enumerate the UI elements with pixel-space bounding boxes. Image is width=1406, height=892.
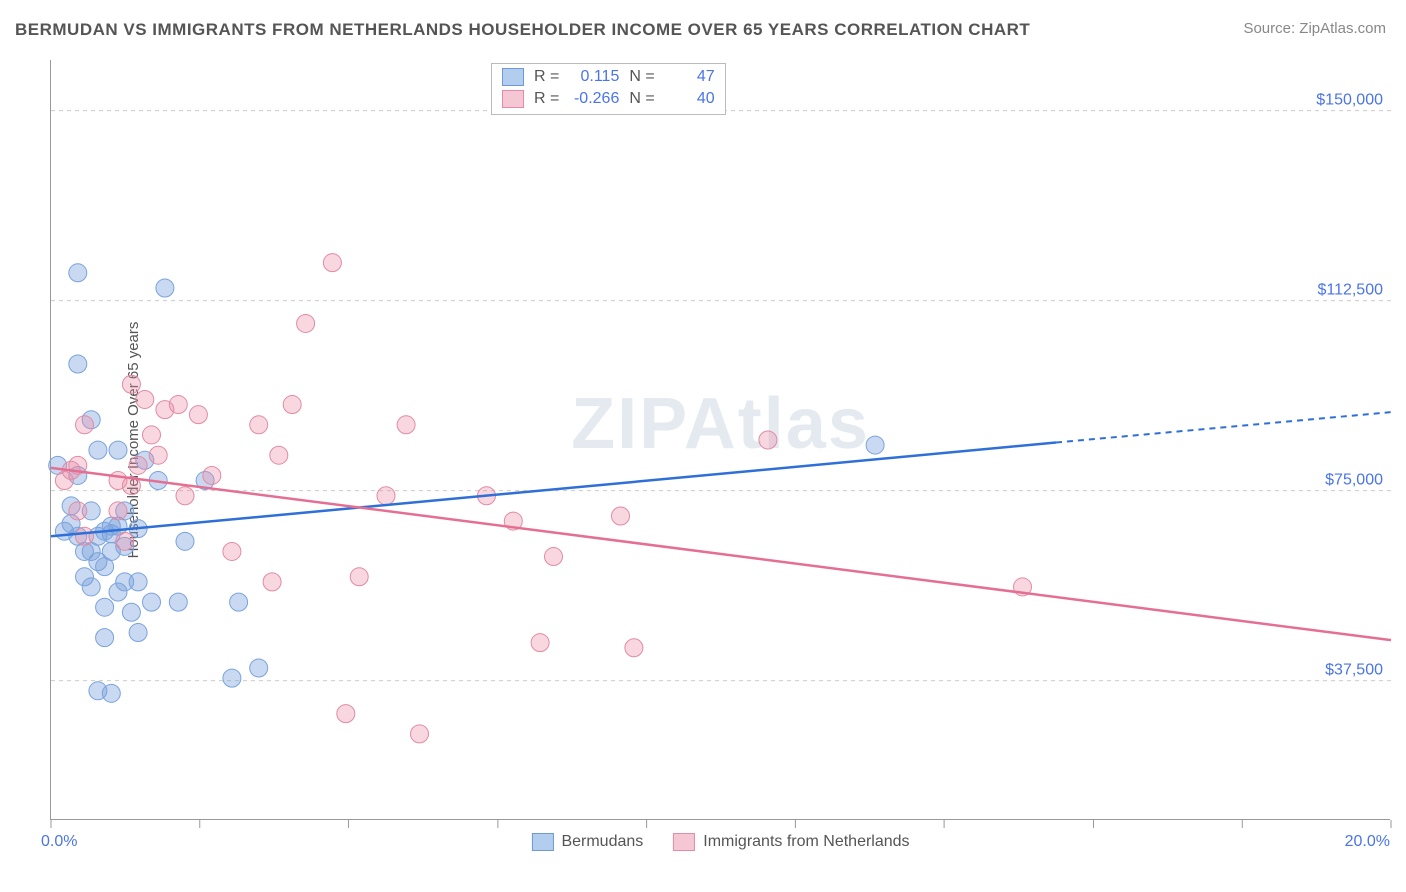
legend-label-series2: Immigrants from Netherlands bbox=[703, 833, 909, 851]
svg-text:$75,000: $75,000 bbox=[1325, 472, 1383, 489]
scatter-plot-svg: $37,500 $75,000 $112,500 $150,000 bbox=[51, 60, 1390, 819]
stat-label-r: R = bbox=[534, 90, 559, 108]
legend-item-series2: Immigrants from Netherlands bbox=[673, 833, 909, 851]
legend-swatch-series2 bbox=[673, 833, 695, 851]
stats-row-series1: R = 0.115 N = 47 bbox=[502, 66, 715, 88]
svg-text:$150,000: $150,000 bbox=[1316, 92, 1383, 109]
source-attribution: Source: ZipAtlas.com bbox=[1243, 20, 1386, 37]
stat-label-n: N = bbox=[629, 68, 654, 86]
stat-r-series2: -0.266 bbox=[569, 90, 619, 108]
correlation-stats-box: R = 0.115 N = 47 R = -0.266 N = 40 bbox=[491, 63, 726, 115]
x-axis-max-label: 20.0% bbox=[1345, 833, 1390, 851]
stat-label-n: N = bbox=[629, 90, 654, 108]
stats-row-series2: R = -0.266 N = 40 bbox=[502, 88, 715, 110]
stat-label-r: R = bbox=[534, 68, 559, 86]
swatch-series2 bbox=[502, 90, 524, 108]
legend-label-series1: Bermudans bbox=[561, 833, 643, 851]
svg-text:$112,500: $112,500 bbox=[1317, 282, 1383, 299]
legend-item-series1: Bermudans bbox=[531, 833, 643, 851]
chart-container: Householder Income Over 65 years ZIPAtla… bbox=[50, 60, 1390, 820]
plot-area: ZIPAtlas R = 0.115 N = 47 R = -0.266 N =… bbox=[50, 60, 1390, 820]
legend-swatch-series1 bbox=[531, 833, 553, 851]
chart-title: BERMUDAN VS IMMIGRANTS FROM NETHERLANDS … bbox=[15, 20, 1030, 40]
x-axis-min-label: 0.0% bbox=[41, 833, 77, 851]
bottom-legend: Bermudans Immigrants from Netherlands bbox=[531, 833, 909, 851]
stat-r-series1: 0.115 bbox=[569, 68, 619, 86]
stat-n-series1: 47 bbox=[665, 68, 715, 86]
stat-n-series2: 40 bbox=[665, 90, 715, 108]
svg-text:$37,500: $37,500 bbox=[1325, 662, 1383, 679]
swatch-series1 bbox=[502, 68, 524, 86]
